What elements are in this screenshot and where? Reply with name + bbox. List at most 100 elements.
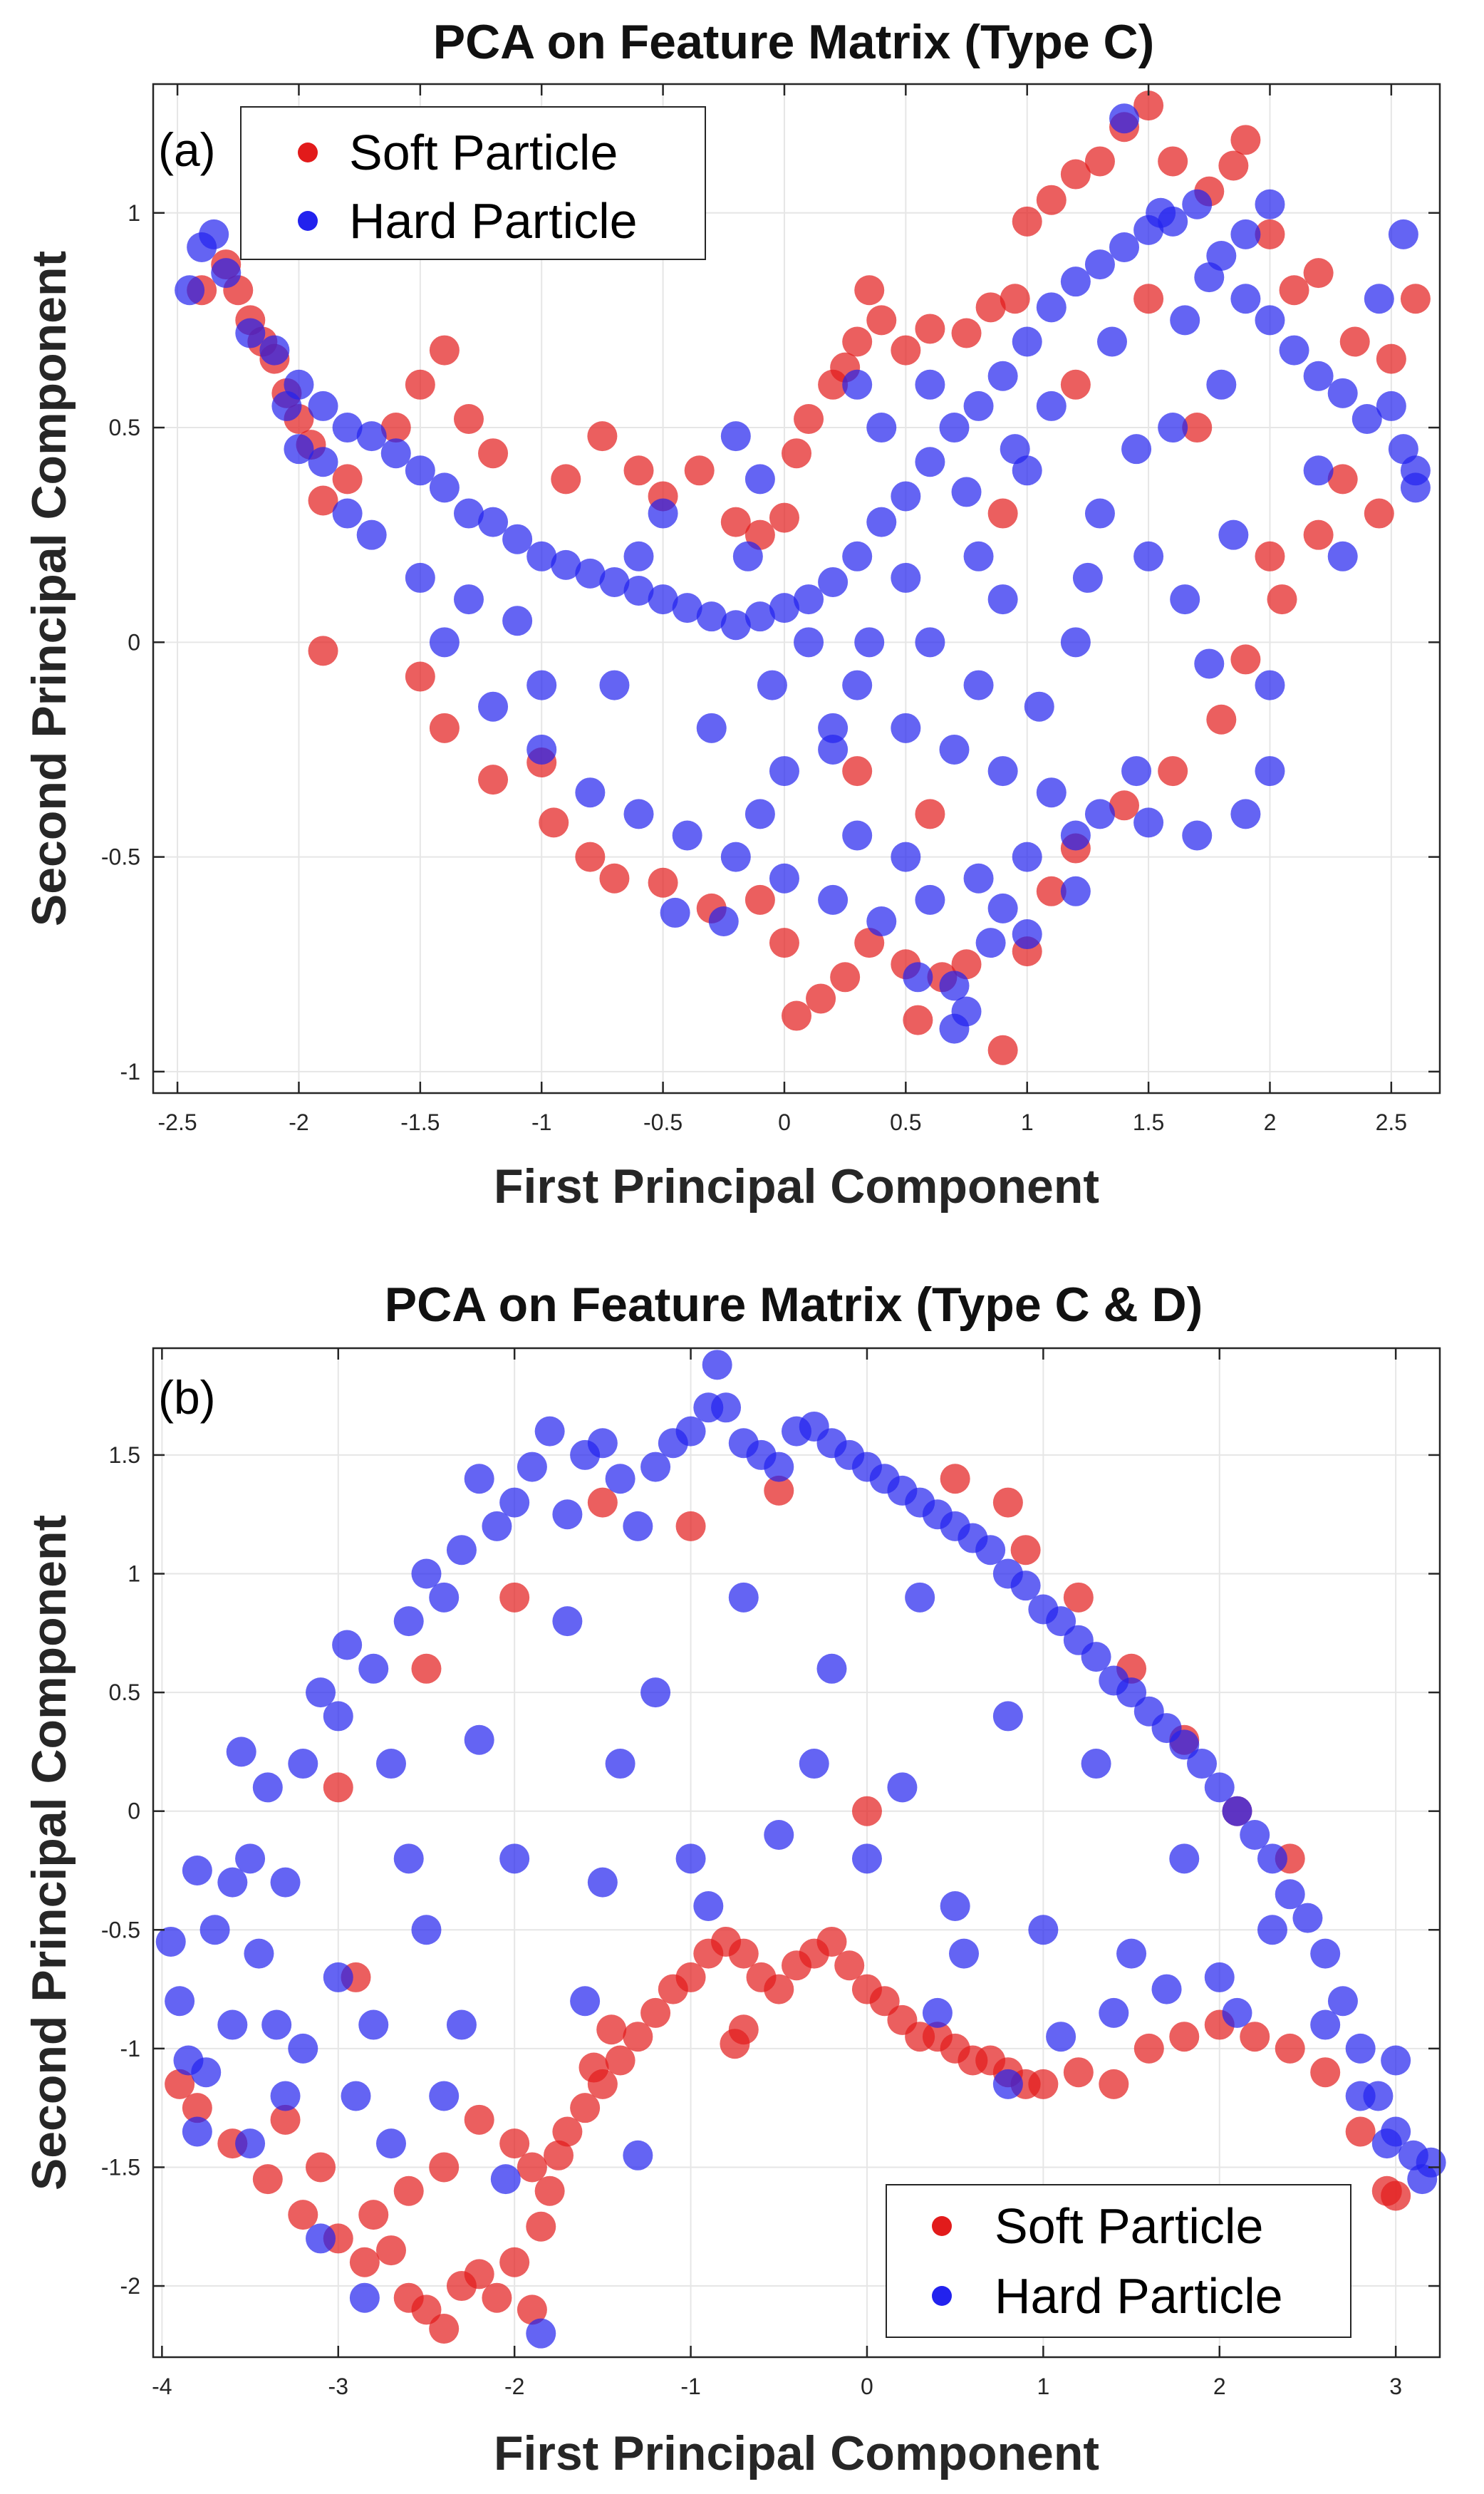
panel-a-point-hard <box>842 369 873 400</box>
panel-b-point-hard <box>1099 1997 1129 2028</box>
panel-b-point-hard <box>1116 1677 1147 1708</box>
panel-a-point-soft <box>782 438 811 469</box>
panel-a-point-soft <box>769 928 799 958</box>
panel-a-y-tick-label: -1 <box>120 1059 140 1085</box>
panel-a-point-hard <box>757 670 787 700</box>
panel-b-point-hard <box>922 1997 953 2028</box>
panel-a: PCA on Feature Matrix (Type C) -2.5 -2 -1.… <box>22 15 1441 1214</box>
panel-a-point-hard <box>963 541 994 571</box>
panel-a-point-hard <box>708 906 739 936</box>
panel-a-point-hard <box>1255 305 1285 336</box>
panel-b-legend-box <box>886 2184 1351 2338</box>
panel-b-point-hard <box>429 2081 460 2111</box>
panel-b-point-soft <box>1240 2022 1270 2052</box>
panel-a-point-soft <box>1133 90 1164 121</box>
panel-a-point-soft <box>587 421 618 452</box>
panel-b-point-hard <box>1169 1729 1200 1760</box>
panel-a-point-hard <box>818 713 849 743</box>
panel-a-point-soft <box>866 305 897 336</box>
panel-b-point-soft <box>1028 2069 1059 2099</box>
panel-b-point-hard <box>992 2069 1023 2099</box>
panel-a-point-hard <box>1146 197 1176 228</box>
panel-b-point-hard <box>702 1350 732 1380</box>
panel-a-point-soft <box>891 335 921 366</box>
panel-b-point-hard <box>605 1749 635 1779</box>
panel-b-point-hard <box>217 2009 248 2040</box>
panel-a-y-tick-label: 0 <box>128 629 140 655</box>
panel-b-point-hard <box>499 1843 530 1874</box>
panel-a-point-hard <box>891 842 921 872</box>
panel-a-y-tick-label: -0.5 <box>101 844 140 870</box>
panel-b-point-hard <box>1187 1749 1218 1779</box>
panel-a-point-hard <box>453 498 484 529</box>
panel-b-point-hard <box>464 1464 494 1494</box>
panel-b-title: PCA on Feature Matrix (Type C & D) <box>385 1278 1203 1332</box>
panel-b-point-hard <box>349 2282 380 2313</box>
panel-b-point-soft <box>1010 1535 1041 1566</box>
panel-b-point-hard <box>358 1653 389 1684</box>
panel-a-y-axis-label: Second Principal Component <box>22 251 76 926</box>
panel-a-point-hard <box>866 507 897 537</box>
panel-a-point-soft <box>1133 284 1164 314</box>
panel-a-point-soft <box>1255 219 1285 249</box>
panel-b-point-soft <box>375 2235 406 2266</box>
panel-a-point-hard <box>987 361 1018 391</box>
panel-a-point-hard <box>1327 541 1358 571</box>
panel-a-point-hard <box>1158 413 1188 443</box>
panel-b-point-soft <box>578 2052 609 2083</box>
panel-a-point-soft <box>1230 125 1261 155</box>
panel-a-y-tick-label: 0.5 <box>109 415 140 440</box>
panel-a-points-hard <box>175 103 1431 1044</box>
panel-b-point-hard <box>1222 1997 1252 2028</box>
panel-a-point-hard <box>672 593 702 624</box>
panel-b-point-hard <box>270 1867 301 1898</box>
panel-a-point-hard <box>951 477 982 507</box>
panel-a-point-hard <box>380 438 411 469</box>
panel-a-point-hard <box>199 219 229 249</box>
panel-b-axes-box <box>152 1347 1441 2359</box>
panel-a-point-hard <box>1364 284 1394 314</box>
panel-b-point-soft <box>596 2014 627 2045</box>
panel-b-point-soft <box>587 1487 618 1518</box>
panel-a-point-soft <box>842 756 873 787</box>
panel-a-ticks: -2.5 -2 -1.5 -1 -0.5 0 0.5 1 1.5 2 2.5 -1 -0.5 0 0.5 1 <box>101 84 1440 1135</box>
panel-b-point-soft <box>1133 2033 1164 2064</box>
panel-b-point-soft <box>526 2211 556 2242</box>
panel-b-point-soft <box>728 1938 759 1969</box>
panel-a-point-hard <box>744 799 775 829</box>
panel-b-tag: (b) <box>158 1371 216 1424</box>
panel-b-point-soft <box>675 1962 706 1992</box>
panel-b-x-axis-label: First Principal Component <box>494 2426 1099 2480</box>
panel-b-point-hard <box>975 1535 1006 1566</box>
panel-a-point-soft <box>380 413 411 443</box>
panel-b-point-hard <box>764 1820 794 1851</box>
panel-b-point-hard <box>552 1499 583 1530</box>
panel-a-point-hard <box>271 390 302 421</box>
panel-b-point-soft <box>1310 2057 1341 2088</box>
panel-b-point-soft <box>358 2200 389 2230</box>
panel-a-point-hard <box>1109 103 1140 134</box>
panel-a-point-hard <box>648 584 678 615</box>
panel-b-point-soft <box>834 1950 865 1981</box>
panel-a-legend-label-hard: Hard Particle <box>349 193 638 249</box>
panel-a-point-hard <box>405 455 435 486</box>
panel-a-point-hard <box>1024 691 1054 722</box>
panel-b-point-soft <box>675 1511 706 1541</box>
panel-a-point-hard <box>1194 262 1225 293</box>
panel-a-x-tick-label: -2 <box>289 1109 308 1135</box>
panel-b-point-hard <box>499 1487 530 1518</box>
panel-a-point-hard <box>1036 390 1067 421</box>
panel-a-point-hard <box>284 434 314 465</box>
panel-b-point-hard <box>1407 2164 1438 2195</box>
panel-a-point-soft <box>975 292 1006 323</box>
panel-b-point-hard <box>464 1724 494 1755</box>
panel-b-point-hard <box>526 2318 556 2349</box>
panel-b-point-hard <box>1116 1938 1147 1969</box>
panel-b-point-hard <box>217 1867 248 1898</box>
panel-a-point-hard <box>672 820 702 851</box>
panel-a-point-soft <box>308 636 338 666</box>
panel-b-point-hard <box>675 1843 706 1874</box>
panel-b-point-soft <box>552 2116 583 2147</box>
panel-a-point-hard <box>1072 562 1103 593</box>
panel-a-point-hard <box>794 627 824 658</box>
